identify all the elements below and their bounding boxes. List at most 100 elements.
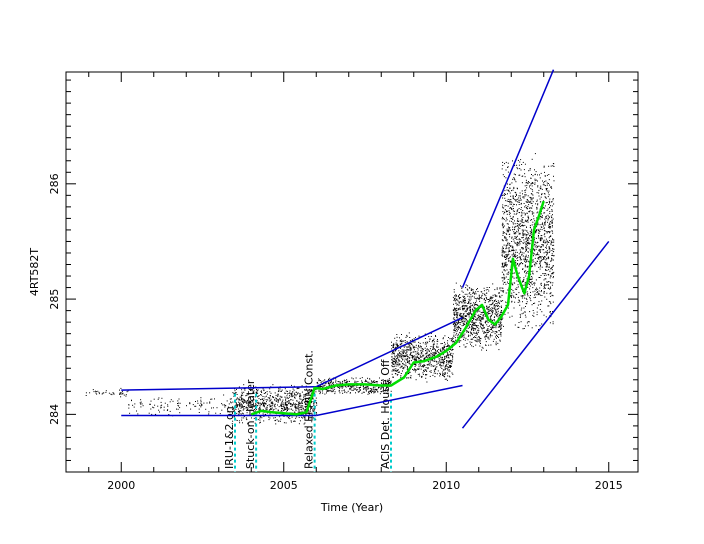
data-point xyxy=(314,408,316,410)
data-point xyxy=(274,397,276,399)
data-point xyxy=(417,369,419,370)
data-point xyxy=(292,388,294,390)
y-axis-label: 4RT582T xyxy=(28,248,41,297)
data-point xyxy=(365,388,367,390)
data-point xyxy=(393,366,395,368)
data-point xyxy=(518,292,520,294)
data-point xyxy=(465,305,467,306)
trend-series xyxy=(250,200,545,416)
data-point xyxy=(549,250,551,252)
data-point xyxy=(455,295,457,297)
data-point xyxy=(544,224,546,226)
data-point xyxy=(484,338,486,340)
data-point xyxy=(411,344,413,345)
data-point xyxy=(253,390,255,392)
data-point xyxy=(493,317,495,318)
data-point xyxy=(485,322,486,324)
data-point xyxy=(266,407,268,409)
data-point xyxy=(547,221,548,223)
data-point xyxy=(311,416,313,418)
data-point xyxy=(531,182,533,184)
data-point xyxy=(543,239,545,241)
data-point xyxy=(462,308,464,310)
data-point xyxy=(505,304,507,306)
data-point xyxy=(546,243,548,245)
data-point xyxy=(400,373,402,374)
data-point xyxy=(547,196,549,198)
data-point xyxy=(278,399,280,401)
data-point xyxy=(243,402,244,404)
data-point xyxy=(535,253,537,255)
data-point xyxy=(311,414,313,416)
data-point xyxy=(290,396,292,398)
data-point xyxy=(490,344,492,346)
data-point xyxy=(302,400,304,402)
data-point xyxy=(434,370,436,372)
data-point xyxy=(478,299,480,300)
data-point xyxy=(528,261,530,263)
data-point xyxy=(435,336,437,337)
data-point xyxy=(231,413,233,415)
data-point xyxy=(471,332,473,334)
data-point xyxy=(235,399,237,401)
data-point xyxy=(309,405,311,407)
data-point xyxy=(508,247,510,248)
data-point xyxy=(299,420,301,422)
data-point xyxy=(297,407,299,409)
data-point xyxy=(214,398,215,400)
data-point xyxy=(517,188,518,190)
data-point xyxy=(426,351,428,353)
data-point xyxy=(474,303,476,305)
data-point xyxy=(485,321,487,323)
data-point xyxy=(209,402,211,404)
data-point xyxy=(443,375,445,377)
data-point xyxy=(339,385,341,387)
data-point xyxy=(534,294,536,296)
data-point xyxy=(505,261,507,263)
data-point xyxy=(399,352,400,354)
data-point xyxy=(501,251,503,253)
data-point xyxy=(331,387,333,389)
data-point xyxy=(515,200,517,202)
data-point xyxy=(533,297,535,299)
data-point xyxy=(550,240,552,242)
data-point xyxy=(394,373,396,374)
data-point xyxy=(382,379,384,381)
data-point xyxy=(512,195,514,197)
data-point xyxy=(136,410,137,412)
data-point xyxy=(502,265,504,267)
data-point xyxy=(368,387,370,389)
data-point xyxy=(536,263,538,265)
data-point xyxy=(515,174,516,176)
data-point xyxy=(516,258,518,260)
data-point xyxy=(110,393,112,395)
data-point xyxy=(523,197,525,199)
data-point xyxy=(518,322,520,323)
data-point xyxy=(530,207,532,209)
data-point xyxy=(435,360,437,362)
data-point xyxy=(552,199,554,201)
data-point xyxy=(531,213,533,215)
data-point xyxy=(551,258,553,260)
data-point xyxy=(269,388,271,390)
data-point xyxy=(430,333,432,334)
data-point xyxy=(313,408,315,410)
data-point xyxy=(470,306,471,308)
data-point xyxy=(427,360,429,362)
data-point xyxy=(479,338,481,340)
data-point xyxy=(311,421,313,423)
data-point xyxy=(448,369,450,371)
data-point xyxy=(552,321,554,323)
data-point xyxy=(464,311,466,313)
data-point xyxy=(240,413,242,415)
data-point xyxy=(437,361,439,363)
data-point xyxy=(522,210,524,211)
data-point xyxy=(536,200,538,202)
data-point xyxy=(297,404,299,406)
data-point xyxy=(405,352,407,354)
data-point xyxy=(472,338,474,340)
data-point xyxy=(300,408,302,410)
data-point xyxy=(532,197,534,199)
data-point xyxy=(335,381,337,383)
data-point xyxy=(243,384,245,386)
